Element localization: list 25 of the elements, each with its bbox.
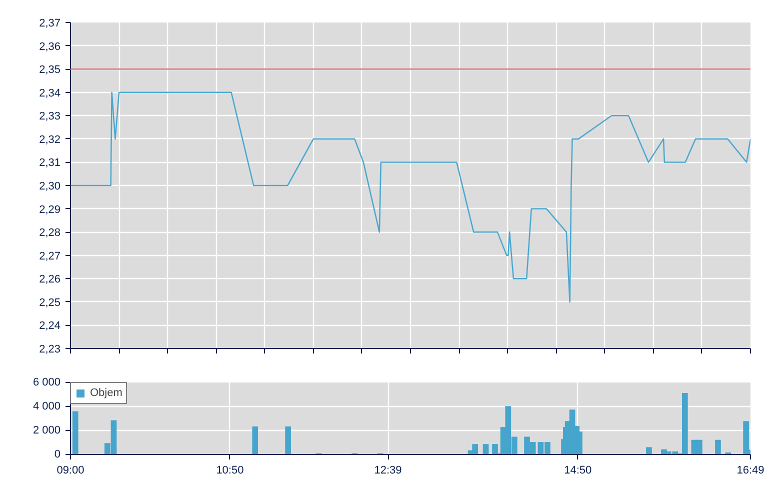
y-tick-label: 2,32 (39, 134, 61, 146)
y-tick-label: 2,29 (39, 204, 61, 216)
legend-label: Objem (90, 387, 122, 399)
y-tick-label: 2,24 (39, 320, 61, 332)
y-tick-label: 4 000 (32, 400, 61, 412)
y-tick-label: 2,25 (39, 296, 61, 309)
y-tick-label: 2,23 (39, 344, 61, 356)
y-tick-label: 2,34 (39, 87, 61, 100)
y-tick-label: 2,36 (39, 40, 61, 53)
y-tick-label: 0 (54, 448, 61, 460)
x-tick-label: 14:50 (564, 464, 592, 476)
y-tick-label: 2,35 (39, 64, 61, 76)
y-tick-label: 2,33 (39, 110, 61, 123)
y-tick-label: 2,31 (39, 157, 61, 170)
x-tick-label: 10:50 (216, 464, 244, 476)
x-tick-label: 12:39 (374, 464, 402, 476)
y-tick-label: 2,27 (39, 250, 61, 262)
y-tick-label: 2,26 (39, 274, 61, 286)
y-tick-label: 2,30 (39, 180, 61, 192)
y-tick-label: 2,37 (39, 18, 61, 30)
x-tick-label: 16:49 (736, 464, 764, 476)
y-tick-label: 2 000 (32, 424, 61, 436)
y-tick-label: 6 000 (32, 376, 61, 388)
x-tick-label: 09:00 (56, 464, 84, 476)
y-tick-label: 2,28 (39, 227, 61, 240)
